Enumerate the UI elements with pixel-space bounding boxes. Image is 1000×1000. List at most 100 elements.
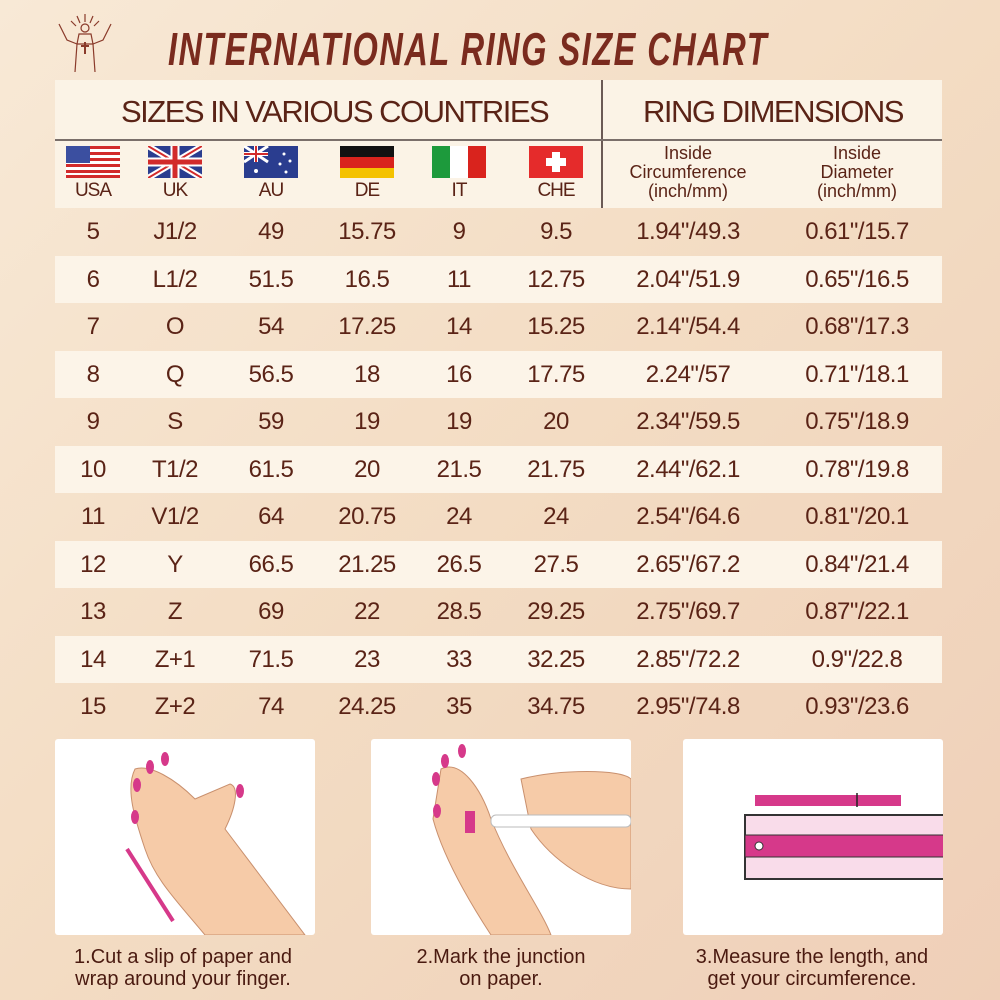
circumference-heading: Inside Circumference (inch/mm) [603,144,773,201]
cell-au: 74 [258,693,284,720]
step-2-illustration [371,739,631,935]
cell-au: 51.5 [248,265,294,293]
cell-diameter: 0.84"/21.4 [805,550,909,578]
cell-uk: Z+2 [154,693,196,720]
heading-line: (inch/mm) [817,181,897,201]
marked-paper-strip [755,795,901,806]
country-au: AU [231,146,311,202]
cell-it: 21.5 [436,455,482,483]
cell-circumference: 2.85"/72.2 [636,645,740,673]
cell-de: 19 [354,408,380,435]
header-divider [55,139,942,141]
cell-de: 17.25 [338,313,396,340]
table-row: 11 V1/2 64 20.75 24 24 2.54"/64.6 0.81"/20.1 [55,493,942,541]
cell-uk: J1/2 [153,218,197,245]
cell-de: 24.25 [338,693,396,720]
page-title: INTERNATIONAL RING SIZE CHART [168,24,769,76]
cell-diameter: 0.75"/18.9 [805,408,909,435]
cell-usa: 7 [86,313,100,340]
cell-circumference: 2.44"/62.1 [636,455,740,483]
diameter-heading: Inside Diameter (inch/mm) [772,144,942,201]
cell-circumference: 2.04"/51.9 [636,265,740,293]
cell-usa: 12 [80,550,106,578]
table-row: 13 Z 69 22 28.5 29.25 2.75"/69.7 0.87"/22.1 [55,588,942,636]
cell-usa: 6 [86,265,100,293]
cell-diameter: 0.9"/22.8 [811,645,903,673]
table-row: 5 J1/2 49 15.75 9 9.5 1.94"/49.3 0.61"/15.7 [55,208,942,256]
cell-usa: 5 [86,218,100,245]
cell-diameter: 0.81"/20.1 [805,503,909,530]
che-flag-icon [529,146,583,178]
caption-line: 3.Measure the length, and [695,946,929,968]
cell-it: 11 [447,265,471,293]
cell-au: 59 [258,408,284,435]
country-label: CHE [537,180,575,201]
cell-circumference: 2.24"/57 [645,360,731,388]
cell-circumference: 2.34"/59.5 [636,408,740,435]
cell-it: 28.5 [436,598,482,625]
country-label: UK [162,180,188,201]
cell-diameter: 0.71"/18.1 [805,360,909,388]
cell-che: 9.5 [540,218,572,245]
cell-de: 20 [354,455,380,483]
country-label: IT [451,180,468,201]
cell-it: 35 [446,693,472,720]
cell-che: 27.5 [533,550,579,578]
caption-line: wrap around your finger. [75,968,291,990]
country-che: CHE [516,146,596,202]
paper-strip [125,847,175,923]
cell-de: 21.25 [338,550,396,578]
cell-de: 16.5 [344,265,390,293]
table-row: 15 Z+2 74 24.25 35 34.75 2.95"/74.8 0.93"/23.6 [55,683,942,731]
country-label: DE [354,180,380,201]
cell-it: 24 [446,503,472,530]
cell-circumference: 2.14"/54.4 [636,313,740,340]
cell-circumference: 2.54"/64.6 [636,503,740,530]
cell-che: 21.75 [527,455,585,483]
step-2-caption: 2.Mark the junction on paper. [356,946,646,990]
step-1-illustration [55,739,315,935]
caption-line: 2.Mark the junction [416,946,586,968]
ring-size-table: SIZES IN VARIOUS COUNTRIES RING DIMENSIO… [55,80,942,731]
cell-usa: 14 [80,645,106,673]
country-usa: USA [53,146,133,202]
country-de: DE [327,146,407,202]
cell-uk: T1/2 [151,455,199,483]
cell-che: 34.75 [527,693,585,720]
heading-line: Inside [832,143,882,163]
cell-uk: L1/2 [152,265,198,293]
heading-line: (inch/mm) [648,181,728,201]
cell-che: 32.25 [527,645,585,673]
cell-che: 29.25 [527,598,585,625]
cell-au: 71.5 [248,645,294,673]
it-flag-icon [432,146,486,178]
heading-line: Diameter [820,162,894,182]
table-row: 6 L1/2 51.5 16.5 11 12.75 2.04"/51.9 0.65"/16.5 [55,255,942,303]
cell-de: 18 [354,360,380,388]
uk-flag-icon [148,146,202,178]
cell-usa: 11 [81,503,105,530]
ruler-icon [744,814,943,880]
table-row: 10 T1/2 61.5 20 21.5 21.75 2.44"/62.1 0.78"/19.… [55,445,942,493]
country-it: IT [419,146,499,202]
country-label: AU [258,180,284,201]
usa-flag-icon [66,146,120,178]
table-header: SIZES IN VARIOUS COUNTRIES RING DIMENSIO… [55,80,942,208]
cell-au: 56.5 [248,360,294,388]
cell-diameter: 0.65"/16.5 [805,265,909,293]
cell-au: 61.5 [248,455,294,483]
de-flag-icon [340,146,394,178]
step-3-illustration [683,739,943,935]
cell-uk: O [165,313,185,340]
caption-line: 1.Cut a slip of paper and [74,946,292,968]
cell-usa: 10 [80,455,106,483]
cell-uk: Z+1 [154,645,196,673]
cell-che: 17.75 [527,360,585,388]
cell-it: 33 [446,645,472,673]
cell-it: 14 [446,313,472,340]
table-row: 12 Y 66.5 21.25 26.5 27.5 2.65"/67.2 0.84"/21.4 [55,540,942,588]
figure-with-cross-logo [58,14,112,73]
caption-line: get your circumference. [707,968,917,990]
cell-au: 54 [258,313,284,340]
country-uk: UK [135,146,215,202]
